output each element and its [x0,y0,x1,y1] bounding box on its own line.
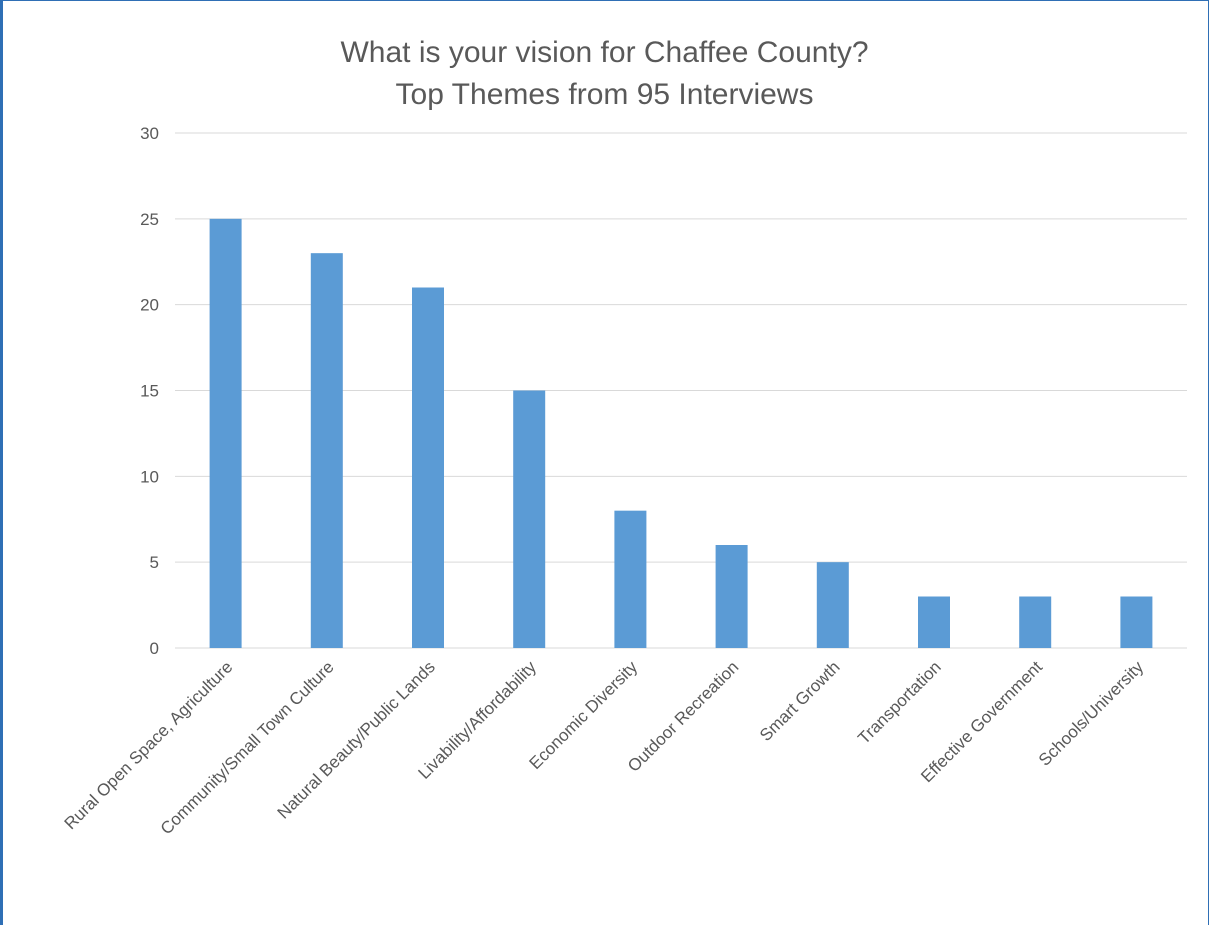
bar [310,253,343,648]
bar [209,218,242,649]
bar [513,390,546,648]
bar [816,562,849,648]
bar [715,545,748,648]
y-tick-label: 25 [140,210,159,229]
chart-title: What is your vision for Chaffee County? [340,36,869,69]
x-tick-label: Community/Small Town Culture [157,657,338,838]
y-tick-label: 30 [140,124,159,143]
x-tick-label: Schools/University [1035,657,1148,770]
bar [1120,596,1153,648]
x-tick-label: Outdoor Recreation [624,657,742,775]
bar [1019,596,1052,648]
y-tick-label: 15 [140,382,159,401]
y-tick-label: 0 [150,639,159,658]
y-tick-label: 10 [140,467,159,486]
bar [614,510,647,648]
x-tick-label: Transportation [854,657,944,747]
y-tick-label: 5 [150,553,159,572]
y-tick-label: 20 [140,296,159,315]
x-tick-label: Economic Diversity [526,657,642,773]
x-tick-label: Smart Growth [756,657,844,745]
x-tick-label: Rural Open Space, Agriculture [61,657,237,833]
bar [918,596,950,648]
bar [412,287,444,648]
chart-subtitle: Top Themes from 95 Interviews [395,78,814,111]
